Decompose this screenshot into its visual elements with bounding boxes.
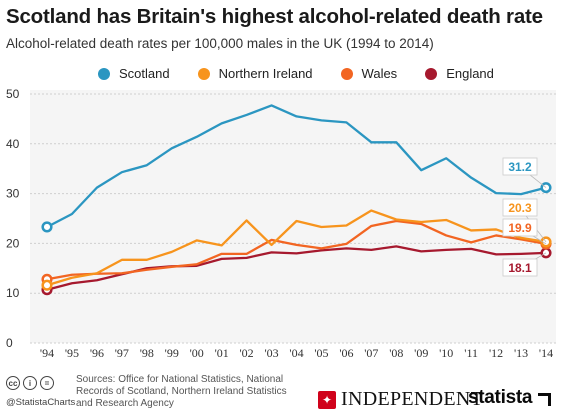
end-label: 18.1	[508, 261, 532, 275]
independent-logo: ✦ INDEPENDENT	[318, 388, 483, 411]
end-label: 19.9	[508, 221, 532, 235]
end-label: 20.3	[508, 201, 532, 215]
legend-swatch-northern-ireland	[197, 67, 210, 80]
chart-title: Scotland has Britain's highest alcohol-r…	[6, 5, 543, 28]
footer: cc i = @StatistaCharts Sources: Office f…	[0, 366, 564, 417]
x-tick-label: '97	[115, 346, 129, 360]
statista-arrow-icon	[536, 391, 550, 405]
end-label-box	[502, 258, 538, 277]
y-tick-label: 40	[6, 137, 20, 151]
legend-item-wales: Wales	[340, 66, 398, 81]
legend-item-england: England	[425, 66, 494, 81]
x-tick-label: '00	[190, 346, 204, 360]
sources-text: Sources: Office for National Statistics,…	[76, 374, 287, 409]
series-line-northern-ireland	[46, 209, 547, 287]
y-axis: 0 10 20 30 40 50	[6, 87, 20, 350]
x-tick-label: '13	[514, 346, 528, 360]
chart-legend: Scotland Northern Ireland Wales England	[98, 66, 522, 81]
legend-swatch-wales	[340, 67, 353, 80]
legend-label-england: England	[446, 66, 494, 81]
y-tick-label: 10	[6, 286, 20, 300]
independent-wordmark: INDEPENDENT	[341, 388, 484, 410]
series-line-wales	[46, 219, 547, 281]
end-labels: 31.2 20.3 19.9 18.1	[502, 157, 547, 277]
creative-commons-icon: cc	[6, 376, 20, 390]
x-tick-label: '07	[364, 346, 378, 360]
y-tick-label: 20	[6, 236, 20, 250]
legend-item-scotland: Scotland	[98, 66, 170, 81]
x-tick-label: '08	[389, 346, 403, 360]
x-tick-label: '10	[439, 346, 453, 360]
end-label-box	[502, 198, 538, 217]
chart-subtitle: Alcohol-related death rates per 100,000 …	[6, 36, 434, 51]
end-label: 31.2	[508, 160, 532, 174]
statista-wordmark: statista	[468, 387, 533, 408]
series-layer	[41, 104, 552, 296]
legend-label-wales: Wales	[361, 66, 398, 81]
legend-label-northern-ireland: Northern Ireland	[218, 66, 313, 81]
y-tick-label: 50	[6, 87, 20, 101]
x-tick-label: '98	[140, 346, 154, 360]
end-label-box	[502, 157, 538, 176]
legend-swatch-england	[425, 67, 438, 80]
x-tick-label: '06	[339, 346, 353, 360]
legend-item-northern-ireland: Northern Ireland	[197, 66, 313, 81]
x-tick-label: '14	[539, 346, 553, 360]
y-tick-label: 0	[6, 336, 13, 350]
statista-handle[interactable]: @StatistaCharts	[6, 397, 76, 408]
x-tick-label: '04	[289, 346, 303, 360]
no-derivatives-icon: =	[40, 376, 54, 390]
x-tick-label: '12	[489, 346, 503, 360]
statista-logo: statista	[468, 387, 550, 409]
data-point	[41, 221, 53, 233]
attribution-icon: i	[23, 376, 37, 390]
x-tick-label: '03	[264, 346, 278, 360]
x-tick-label: '09	[414, 346, 428, 360]
end-label-box	[502, 218, 538, 237]
x-tick-label: '99	[165, 346, 179, 360]
x-tick-label: '02	[240, 346, 254, 360]
x-tick-label: '05	[314, 346, 328, 360]
license-icons: cc i =	[6, 376, 57, 390]
plot-background	[30, 90, 556, 343]
x-tick-label: '96	[90, 346, 104, 360]
legend-swatch-scotland	[98, 67, 110, 80]
legend-label-scotland: Scotland	[119, 66, 170, 81]
x-tick-label: '95	[65, 346, 79, 360]
x-tick-label: '94	[40, 346, 54, 360]
independent-eagle-icon: ✦	[318, 390, 336, 409]
series-line-scotland	[46, 104, 547, 228]
x-axis: '94 '95 '96 '97 '98 '99 '00 '01 '02 '03 '04 '05 '06 '…	[40, 346, 553, 360]
x-tick-label: '11	[464, 346, 478, 360]
x-tick-label: '01	[215, 346, 229, 360]
plot-area	[30, 90, 556, 343]
y-tick-label: 30	[6, 187, 20, 201]
data-point	[41, 279, 53, 291]
